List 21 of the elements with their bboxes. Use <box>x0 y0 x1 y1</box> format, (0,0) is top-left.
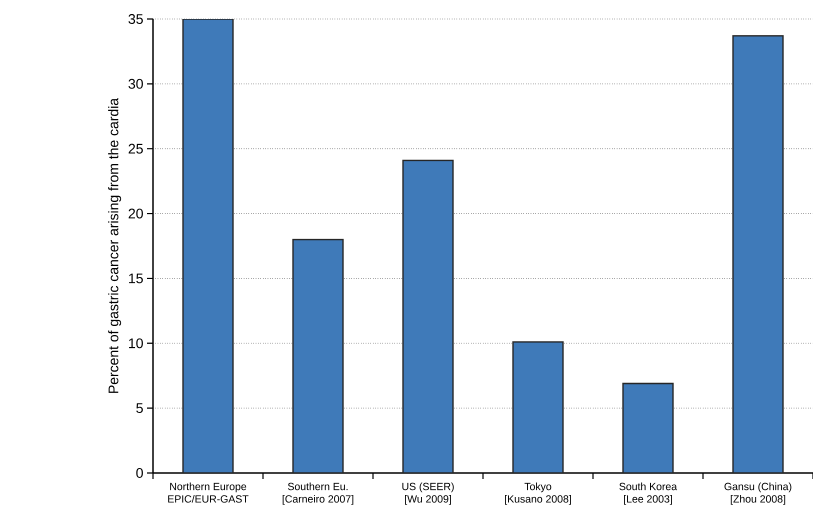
bar <box>622 382 674 473</box>
bar <box>402 160 454 473</box>
y-tick-label: 20 <box>128 208 143 219</box>
bar <box>512 341 564 473</box>
y-tick-label: 35 <box>128 14 143 24</box>
y-tick-label: 0 <box>136 468 143 478</box>
y-tick-label: 25 <box>128 144 143 154</box>
bar <box>732 35 784 473</box>
x-tick-label: Gansu (China) [Zhou 2008] <box>724 482 792 505</box>
x-tick-label: Southern Eu. [Carneiro 2007] <box>282 482 354 505</box>
bar <box>182 18 234 473</box>
x-tick-label: US (SEER) [Wu 2009] <box>402 482 454 505</box>
y-tick-label: 15 <box>129 274 143 284</box>
x-tick-label: Tokyo [Kusano 2008] <box>505 482 571 505</box>
y-axis-title: Percent of gastric cancer arising from the cardia <box>108 98 122 393</box>
x-tick-label: South Korea [Lee 2003] <box>619 482 678 505</box>
y-tick-label: 10 <box>129 338 143 348</box>
x-tick-label: Northern Europe EPIC/EUR-GAST <box>168 482 248 503</box>
bar <box>292 238 344 473</box>
y-tick-label: 5 <box>136 403 143 414</box>
y-tick-label: 30 <box>128 78 143 89</box>
